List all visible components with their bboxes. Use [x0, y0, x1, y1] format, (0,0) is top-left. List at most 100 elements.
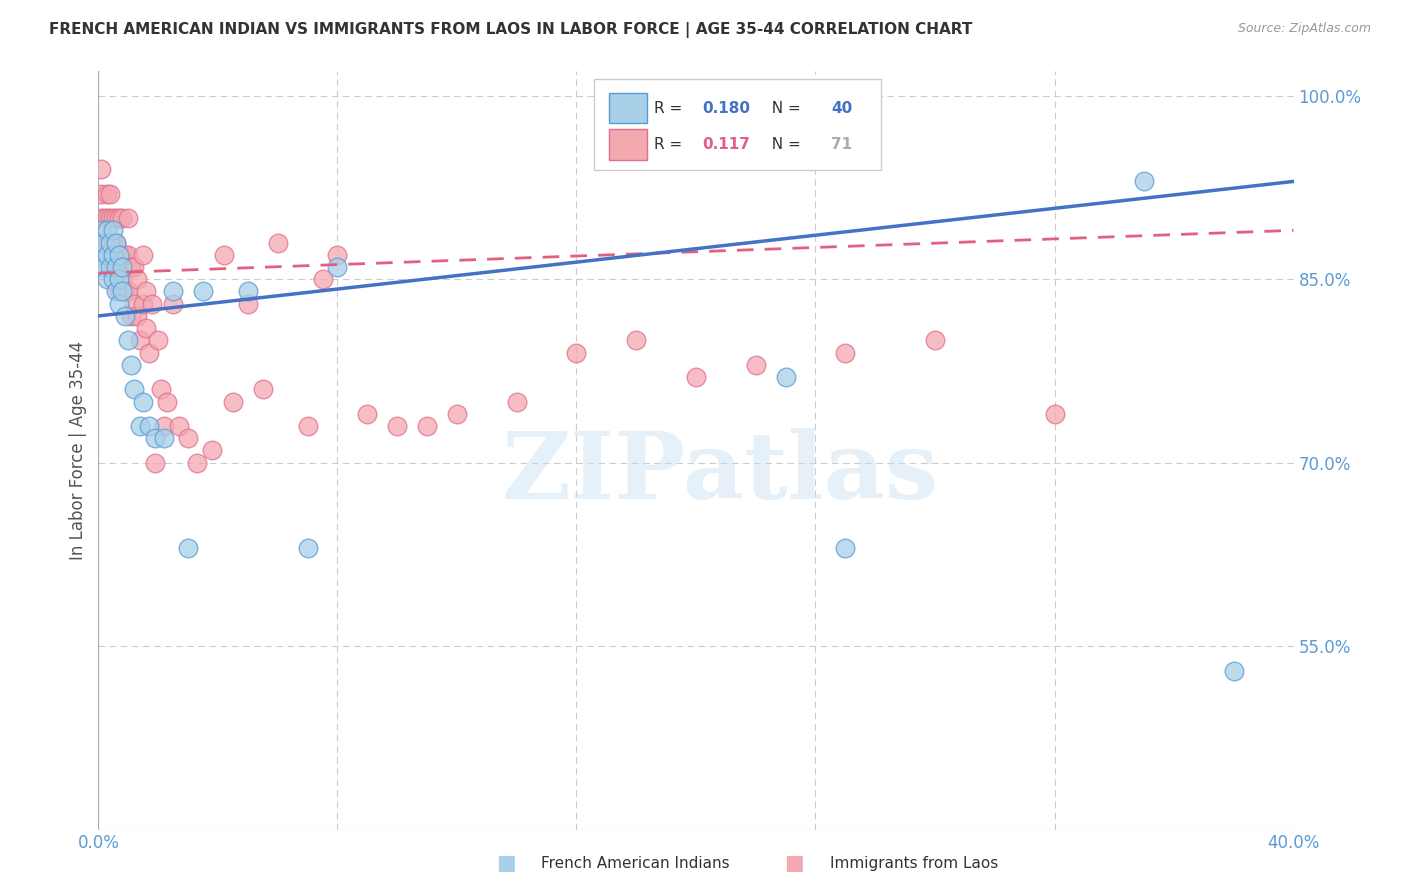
- Point: [595, 88, 617, 103]
- Point: [297, 419, 319, 434]
- Point: [103, 260, 125, 274]
- Point: [105, 260, 128, 274]
- Point: [565, 345, 588, 359]
- Point: [120, 260, 142, 274]
- Point: [105, 260, 128, 274]
- Point: [108, 211, 131, 226]
- Point: [326, 248, 349, 262]
- Point: [446, 407, 468, 421]
- Point: [201, 443, 224, 458]
- Point: [162, 285, 184, 299]
- Point: [135, 285, 157, 299]
- Text: ZIPatlas: ZIPatlas: [502, 428, 938, 518]
- Point: [105, 235, 128, 250]
- Point: [834, 345, 856, 359]
- Text: ■: ■: [785, 854, 804, 873]
- Text: R =: R =: [654, 101, 688, 116]
- Point: [177, 431, 200, 445]
- Point: [96, 186, 118, 201]
- Point: [156, 394, 179, 409]
- Point: [111, 285, 134, 299]
- FancyBboxPatch shape: [595, 79, 882, 170]
- Point: [90, 248, 112, 262]
- Text: Source: ZipAtlas.com: Source: ZipAtlas.com: [1237, 22, 1371, 36]
- Point: [120, 309, 142, 323]
- Point: [162, 296, 184, 310]
- Point: [129, 419, 152, 434]
- Point: [127, 272, 149, 286]
- Point: [212, 248, 235, 262]
- Point: [111, 260, 134, 274]
- Point: [236, 296, 259, 310]
- Text: 0.180: 0.180: [702, 101, 749, 116]
- Text: 0.117: 0.117: [702, 137, 749, 152]
- Point: [124, 260, 146, 274]
- Point: [1043, 407, 1066, 421]
- Point: [117, 334, 139, 348]
- Point: [117, 211, 139, 226]
- Point: [132, 394, 155, 409]
- Point: [111, 211, 134, 226]
- Point: [222, 394, 245, 409]
- Point: [236, 285, 259, 299]
- Point: [186, 456, 208, 470]
- Point: [111, 248, 134, 262]
- Point: [153, 419, 176, 434]
- Point: [90, 223, 112, 237]
- Text: N =: N =: [762, 137, 806, 152]
- Point: [108, 296, 131, 310]
- Point: [98, 260, 122, 274]
- Point: [103, 272, 125, 286]
- Point: [93, 211, 115, 226]
- Point: [90, 211, 112, 226]
- Point: [132, 248, 155, 262]
- Point: [127, 309, 149, 323]
- Point: [103, 223, 125, 237]
- Point: [108, 285, 131, 299]
- Point: [96, 223, 118, 237]
- Point: [1223, 664, 1246, 678]
- Point: [108, 260, 131, 274]
- Point: [177, 541, 200, 556]
- Point: [685, 370, 707, 384]
- Text: 40: 40: [831, 101, 852, 116]
- Point: [626, 334, 648, 348]
- Point: [252, 382, 274, 396]
- Point: [143, 456, 166, 470]
- Point: [153, 431, 176, 445]
- FancyBboxPatch shape: [609, 129, 647, 160]
- Point: [834, 541, 856, 556]
- Point: [114, 248, 136, 262]
- Point: [356, 407, 378, 421]
- Text: FRENCH AMERICAN INDIAN VS IMMIGRANTS FROM LAOS IN LABOR FORCE | AGE 35-44 CORREL: FRENCH AMERICAN INDIAN VS IMMIGRANTS FRO…: [49, 22, 973, 38]
- Point: [103, 248, 125, 262]
- Point: [506, 394, 529, 409]
- Point: [297, 541, 319, 556]
- Point: [416, 419, 439, 434]
- Point: [105, 211, 128, 226]
- Point: [775, 370, 797, 384]
- Point: [98, 211, 122, 226]
- Text: ■: ■: [496, 854, 516, 873]
- Point: [141, 296, 163, 310]
- Point: [135, 321, 157, 335]
- Point: [114, 285, 136, 299]
- Point: [93, 235, 115, 250]
- Point: [105, 285, 128, 299]
- Point: [108, 248, 131, 262]
- Point: [326, 260, 349, 274]
- Point: [138, 419, 160, 434]
- Point: [117, 285, 139, 299]
- Text: R =: R =: [654, 137, 688, 152]
- Point: [93, 235, 115, 250]
- Text: 71: 71: [831, 137, 852, 152]
- Point: [745, 358, 768, 372]
- Point: [96, 248, 118, 262]
- Point: [138, 345, 160, 359]
- Point: [90, 162, 112, 177]
- Point: [103, 211, 125, 226]
- Point: [129, 334, 152, 348]
- Point: [311, 272, 333, 286]
- Point: [124, 382, 146, 396]
- Point: [114, 309, 136, 323]
